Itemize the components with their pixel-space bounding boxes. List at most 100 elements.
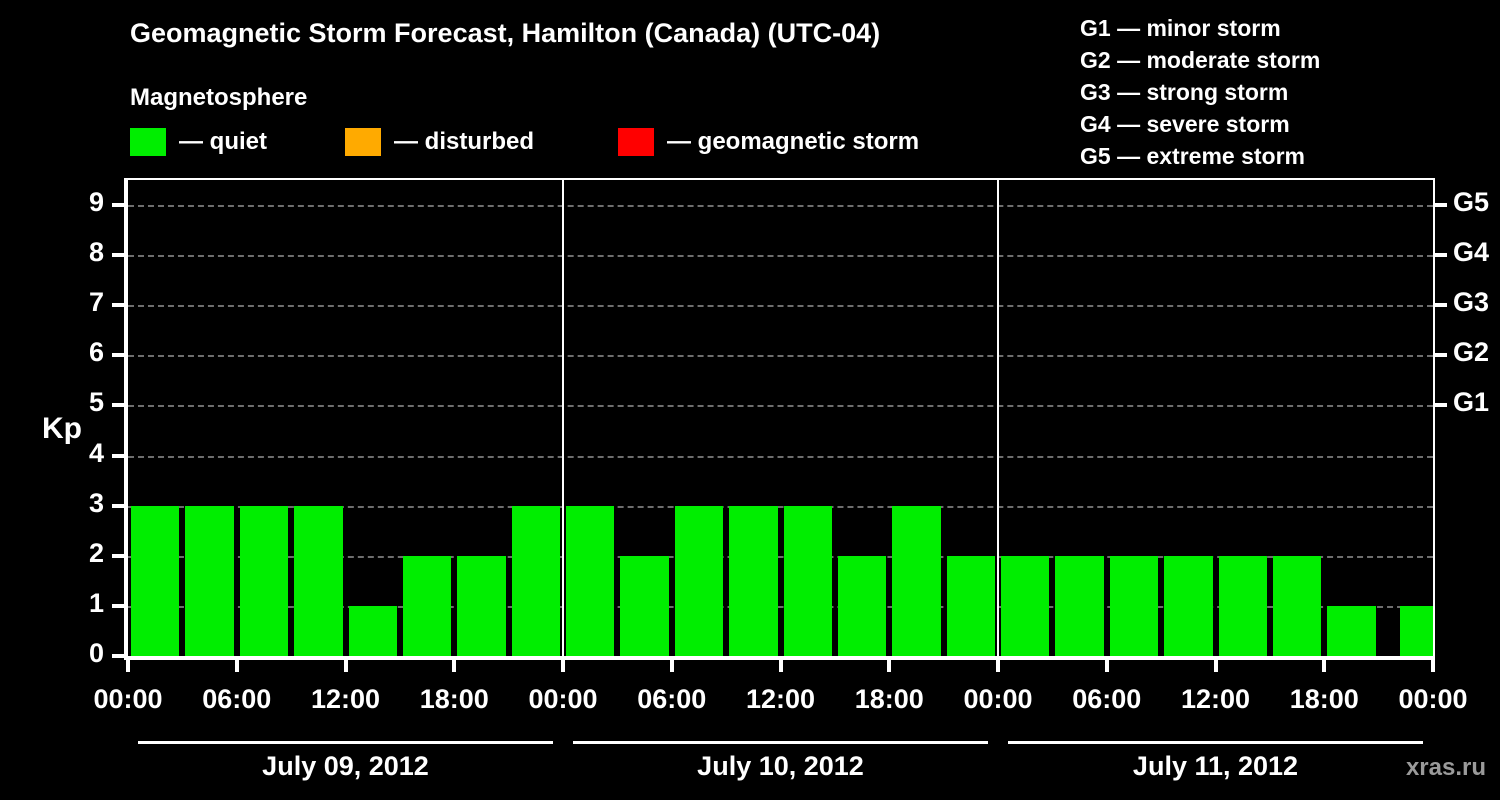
- x-axis-tick: [887, 660, 892, 672]
- y-axis-tick-label: 4: [88, 437, 104, 468]
- day-boundary-line: [997, 180, 999, 656]
- kp-bar: [946, 555, 995, 656]
- y-axis-tick: [112, 203, 124, 208]
- g-legend-line: G2 — moderate storm: [1080, 47, 1321, 73]
- gridline: [128, 205, 1433, 208]
- gridline: [128, 605, 1433, 608]
- x-axis-tick-label: 00:00: [1398, 684, 1468, 714]
- kp-bar: [837, 555, 887, 656]
- y-axis-tick: [112, 353, 124, 358]
- x-axis-tick-label: 18:00: [854, 684, 924, 714]
- x-axis-tick: [561, 660, 565, 672]
- day-boundary-line: [562, 180, 564, 656]
- day-bracket-line: [138, 741, 553, 744]
- kp-bar: [1218, 555, 1267, 656]
- legend-label: — disturbed: [394, 128, 535, 155]
- kp-bar-chart: 0 1 2 3 4 5 6 7 8 9 G1 G2 G3 G4 G5 00:00 06:00 12:00 18:00…: [89, 178, 1489, 781]
- xras-watermark-link[interactable]: xras.ru: [1405, 754, 1486, 781]
- x-axis-tick: [778, 660, 783, 672]
- g-legend-line: G3 — strong storm: [1080, 79, 1289, 105]
- kp-bar: [239, 505, 289, 656]
- x-axis-tick-label: 18:00: [1289, 684, 1359, 714]
- x-axis-tick-label: 12:00: [310, 684, 381, 714]
- kp-bar: [1001, 555, 1050, 656]
- y-axis-tick-label: 3: [88, 487, 104, 518]
- x-axis-tick-label: 12:00: [745, 684, 816, 714]
- kp-bar: [402, 555, 452, 656]
- gridline: [128, 355, 1433, 358]
- kp-bar: [348, 605, 397, 656]
- y-axis-tick-label: 7: [88, 287, 104, 318]
- x-axis-tick-label: 00:00: [528, 684, 598, 714]
- g-axis-label: G3: [1453, 287, 1490, 318]
- kp-bar: [783, 505, 832, 656]
- gridline: [128, 505, 1433, 508]
- legend-swatch: [345, 128, 381, 156]
- legend-item: — disturbed: [345, 128, 534, 156]
- y-axis-tick-label: 0: [88, 638, 104, 668]
- x-axis-tick: [1322, 660, 1327, 672]
- legend-swatch: [130, 128, 166, 156]
- kp-color-legend: — quiet — disturbed — geomagnetic storm: [130, 128, 1080, 168]
- x-axis-tick-label: 06:00: [1072, 684, 1142, 714]
- y-axis-tick: [112, 303, 124, 308]
- x-axis-tick: [452, 660, 457, 672]
- kp-bar: [620, 555, 669, 656]
- y-axis-title: Kp: [42, 412, 82, 445]
- x-axis-tick: [1213, 660, 1218, 672]
- gridline: [128, 555, 1433, 558]
- x-axis-tick: [343, 660, 348, 672]
- x-axis-tick-label: 06:00: [637, 684, 707, 714]
- day-bracket-line: [573, 741, 988, 744]
- day-bracket-line: [1008, 741, 1423, 744]
- y-axis-tick-label: 9: [88, 187, 104, 218]
- g-axis-tick: [1435, 353, 1447, 358]
- legend-item: — quiet: [130, 128, 267, 156]
- gridline: [128, 255, 1433, 258]
- y-axis-tick: [112, 253, 124, 258]
- y-axis-tick: [112, 453, 124, 458]
- g-axis-tick: [1435, 203, 1447, 208]
- g-axis-tick: [1435, 403, 1447, 408]
- kp-bar: [1055, 555, 1104, 656]
- x-axis-tick-label: 06:00: [202, 684, 272, 714]
- g-axis-label: G1: [1453, 387, 1490, 418]
- g-legend-line: G1 — minor storm: [1080, 15, 1281, 41]
- gridline: [128, 305, 1433, 308]
- kp-bar: [566, 505, 615, 656]
- y-axis-tick-label: 8: [88, 237, 104, 268]
- x-axis-tick: [996, 660, 1000, 672]
- y-axis-tick: [112, 603, 124, 608]
- g-axis-label: G2: [1453, 337, 1490, 368]
- kp-bar: [185, 505, 234, 656]
- x-axis-tick: [126, 660, 130, 672]
- legend-swatch: [618, 128, 654, 156]
- kp-bar: [729, 505, 778, 656]
- gridline: [128, 455, 1433, 458]
- legend-label: — geomagnetic storm: [667, 128, 920, 155]
- x-axis-tick-label: 00:00: [963, 684, 1033, 714]
- y-axis-tick: [112, 654, 124, 658]
- y-axis-tick: [112, 553, 124, 558]
- day-date-label: July 11, 2012: [1132, 751, 1299, 781]
- kp-bar: [457, 555, 506, 656]
- g-axis-label: G4: [1453, 237, 1490, 268]
- y-axis-tick-label: 1: [88, 587, 104, 618]
- kp-bar: [1327, 605, 1376, 656]
- x-axis-tick-label: 00:00: [93, 684, 163, 714]
- x-axis-tick-label: 18:00: [419, 684, 489, 714]
- day-date-label: July 10, 2012: [697, 751, 864, 781]
- legend-label: — quiet: [179, 128, 267, 155]
- page-title: Geomagnetic Storm Forecast, Hamilton (Ca…: [130, 18, 881, 48]
- g-axis-tick: [1435, 303, 1447, 308]
- y-axis-tick: [112, 403, 124, 408]
- x-axis-tick: [1104, 660, 1109, 672]
- y-axis-tick: [112, 503, 124, 508]
- kp-bar: [511, 505, 560, 656]
- g-legend-line: G5 — extreme storm: [1080, 143, 1305, 169]
- x-axis-tick: [669, 660, 674, 672]
- g-axis-label: G5: [1453, 187, 1490, 218]
- y-axis-tick-label: 5: [88, 387, 104, 418]
- magnetosphere-label: Magnetosphere: [130, 84, 308, 111]
